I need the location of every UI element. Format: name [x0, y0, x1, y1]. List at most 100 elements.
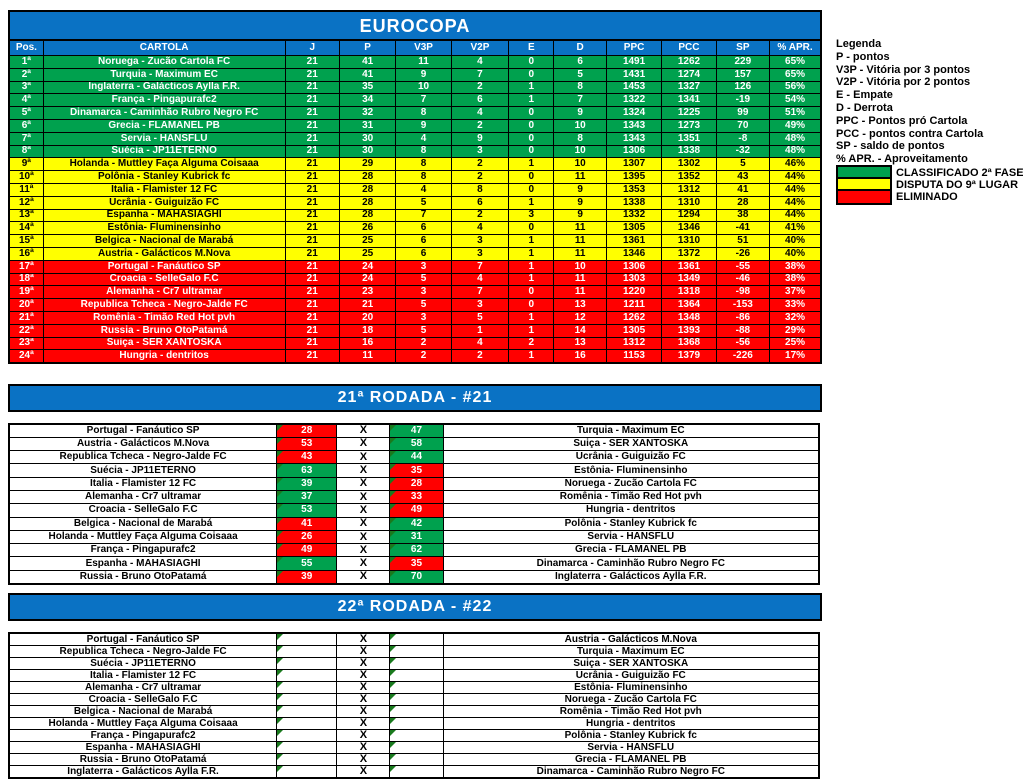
home-score-cell[interactable]: 39	[276, 476, 338, 491]
home-score-cell[interactable]	[276, 705, 338, 718]
away-score-cell[interactable]: 47	[389, 423, 444, 438]
home-team-cell: Portugal - Fanáutico SP	[8, 632, 278, 646]
stat-cell-j: 21	[284, 336, 340, 351]
vs-x-cell: X	[336, 423, 391, 438]
home-score-cell[interactable]: 53	[276, 503, 338, 518]
vs-x-cell: X	[336, 753, 391, 766]
away-score-cell[interactable]: 44	[389, 450, 444, 465]
percent-cell: 46%	[769, 157, 822, 172]
home-team-cell: Alemanha - Cr7 ultramar	[8, 489, 278, 505]
legend-line: V2P - Vitória por 2 pontos	[836, 76, 971, 89]
fixture-row: Portugal - Fanáutico SP 28 X 47 Turquia - Ma…	[8, 423, 820, 438]
away-score-cell[interactable]: 42	[389, 516, 444, 531]
away-score-cell[interactable]: 58	[389, 436, 444, 452]
home-score-cell[interactable]	[276, 632, 338, 646]
stat-cell-d: 5	[553, 67, 607, 82]
home-score-cell[interactable]	[276, 717, 338, 730]
away-score-cell[interactable]	[389, 693, 444, 706]
team-cell: Dinamarca - Caminhão Rubro Negro FC	[42, 106, 286, 120]
stat-cell-p: 25	[338, 234, 397, 248]
home-score-cell[interactable]: 43	[276, 450, 338, 465]
stat-cell-v2p: 2	[450, 208, 510, 223]
home-score-cell[interactable]	[276, 657, 338, 670]
standings-row: 19ª Alemanha - Cr7 ultramar 21 23 3 7 0 11 1220 1…	[8, 285, 822, 300]
round22-banner: 22ª RODADA - #22	[8, 593, 822, 621]
home-score-cell[interactable]	[276, 729, 338, 742]
vs-x-cell: X	[336, 476, 391, 491]
away-score-cell[interactable]	[389, 657, 444, 670]
stat-cell-d: 11	[553, 221, 607, 236]
home-score-cell[interactable]	[276, 669, 338, 682]
percent-cell: 40%	[769, 246, 822, 261]
percent-cell: 54%	[769, 93, 822, 108]
away-score-cell[interactable]	[389, 729, 444, 742]
stat-cell-v2p: 4	[450, 221, 510, 236]
vs-x-cell: X	[336, 463, 391, 478]
stat-cell-ppc: 1262	[605, 310, 663, 325]
stat-cell-p: 34	[338, 93, 397, 108]
away-score-cell[interactable]	[389, 645, 444, 658]
home-score-cell[interactable]	[276, 741, 338, 754]
away-score-cell[interactable]	[389, 669, 444, 682]
home-score-cell[interactable]: 26	[276, 529, 338, 545]
home-score-cell[interactable]: 55	[276, 556, 338, 571]
stat-cell-j: 21	[284, 80, 340, 95]
away-score-cell[interactable]	[389, 765, 444, 779]
away-score-cell[interactable]: 31	[389, 529, 444, 545]
stat-cell-v3p: 9	[395, 118, 452, 133]
stat-cell-sp: -98	[715, 285, 771, 300]
fixture-row: Portugal - Fanáutico SP X Austria - Galáct…	[8, 632, 820, 646]
away-score-cell[interactable]	[389, 705, 444, 718]
stat-cell-e: 0	[508, 67, 555, 82]
percent-cell: 38%	[769, 272, 822, 287]
home-score-cell[interactable]: 37	[276, 489, 338, 505]
standings-row: 20ª Republica Tcheca - Negro-Jalde FC 21 21…	[8, 298, 822, 312]
stat-cell-v2p: 6	[450, 195, 510, 210]
home-team-cell: Russia - Bruno OtoPatamá	[8, 569, 278, 585]
away-score-cell[interactable]: 28	[389, 476, 444, 491]
home-score-cell[interactable]	[276, 765, 338, 779]
away-score-cell[interactable]	[389, 717, 444, 730]
team-cell: Ucrânia - Guiguizão FC	[42, 195, 286, 210]
away-team-cell: Polônia - Stanley Kubrick fc	[442, 516, 820, 531]
home-team-cell: Alemanha - Cr7 ultramar	[8, 681, 278, 694]
home-score-cell[interactable]: 53	[276, 436, 338, 452]
position-cell: 19ª	[8, 285, 44, 300]
percent-cell: 48%	[769, 144, 822, 159]
away-score-cell[interactable]	[389, 632, 444, 646]
home-team-cell: Russia - Bruno OtoPatamá	[8, 753, 278, 766]
home-score-cell[interactable]	[276, 681, 338, 694]
stat-cell-p: 32	[338, 106, 397, 120]
away-score-cell[interactable]	[389, 741, 444, 754]
home-score-cell[interactable]: 28	[276, 423, 338, 438]
stat-cell-pcc: 1302	[661, 157, 717, 172]
away-score-cell[interactable]: 49	[389, 503, 444, 518]
home-score-cell[interactable]	[276, 645, 338, 658]
home-score-cell[interactable]: 39	[276, 569, 338, 585]
home-score-cell[interactable]: 49	[276, 543, 338, 558]
round21-banner: 21ª RODADA - #21	[8, 384, 822, 412]
team-cell: Holanda - Muttley Faça Alguma Coisaaa	[42, 157, 286, 172]
home-score-cell[interactable]: 41	[276, 516, 338, 531]
stat-cell-v2p: 5	[450, 310, 510, 325]
stat-cell-v3p: 5	[395, 272, 452, 287]
stat-cell-j: 21	[284, 221, 340, 236]
home-score-cell[interactable]: 63	[276, 463, 338, 478]
stat-cell-v2p: 7	[450, 285, 510, 300]
away-score-cell[interactable]	[389, 753, 444, 766]
away-score-cell[interactable]	[389, 681, 444, 694]
home-score-cell[interactable]	[276, 753, 338, 766]
away-score-cell[interactable]: 33	[389, 489, 444, 505]
away-score-cell[interactable]: 35	[389, 556, 444, 571]
stat-cell-pcc: 1225	[661, 106, 717, 120]
away-score-cell[interactable]: 62	[389, 543, 444, 558]
stat-cell-v2p: 4	[450, 272, 510, 287]
vs-x-cell: X	[336, 717, 391, 730]
away-team-cell: Suiça - SER XANTOSKA	[442, 657, 820, 670]
away-score-cell[interactable]: 70	[389, 569, 444, 585]
stat-cell-sp: 51	[715, 234, 771, 248]
percent-cell: 44%	[769, 195, 822, 210]
away-score-cell[interactable]: 35	[389, 463, 444, 478]
home-score-cell[interactable]	[276, 693, 338, 706]
stat-cell-j: 21	[284, 285, 340, 300]
